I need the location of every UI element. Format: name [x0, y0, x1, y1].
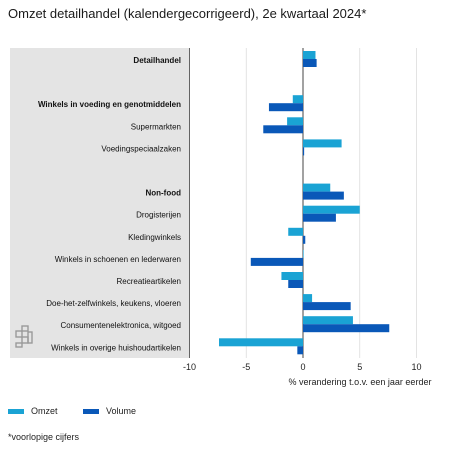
legend-label-volume: Volume: [106, 406, 137, 416]
category-label: Detailhandel: [133, 56, 181, 65]
cbs-logo-icon: [15, 325, 33, 348]
category-label: Doe-het-zelfwinkels, keukens, vloeren: [46, 299, 181, 308]
bar-omzet: [303, 205, 360, 214]
bar-omzet: [303, 139, 342, 148]
bar-omzet: [303, 294, 313, 303]
x-tick-label: 5: [357, 362, 362, 372]
bar-omzet: [288, 227, 303, 236]
category-label: Winkels in voeding en genotmiddelen: [38, 100, 181, 109]
x-tick-label: 0: [300, 362, 305, 372]
category-labels: Detailhandel Winkels in voeding en genotm…: [38, 56, 181, 352]
legend-item-volume: Volume: [83, 406, 136, 416]
category-label: Supermarkten: [131, 122, 181, 131]
x-tick-label: -10: [183, 362, 196, 372]
category-label: Non-food: [145, 189, 181, 198]
bar-volume: [303, 235, 306, 244]
x-axis-label: % verandering t.o.v. een jaar eerder: [289, 377, 432, 387]
footnote: *voorlopige cijfers: [8, 432, 80, 442]
legend-swatch-volume: [83, 408, 99, 414]
label-panel: [10, 48, 190, 358]
category-label: Kledingwinkels: [128, 233, 181, 242]
category-label: Drogisterijen: [136, 211, 181, 220]
category-label: Voedingspeciaalzaken: [101, 144, 181, 153]
chart-title: Omzet detailhandel (kalendergecorrigeerd…: [8, 6, 367, 21]
bar-omzet: [287, 117, 303, 126]
bar-volume: [303, 147, 305, 156]
bar-volume: [268, 103, 303, 112]
bar-omzet: [303, 249, 304, 258]
bar-omzet: [281, 272, 303, 280]
bar-volume: [303, 302, 351, 311]
legend-item-omzet: Omzet: [8, 406, 58, 416]
category-label: Winkels in overige huishoudartikelen: [51, 343, 181, 352]
bar-omzet: [219, 338, 303, 347]
bar-volume: [288, 280, 303, 288]
bar-volume: [297, 346, 303, 355]
bar-volume: [303, 213, 336, 222]
legend-swatch-omzet: [8, 408, 24, 414]
legend-label-omzet: Omzet: [31, 406, 58, 416]
bar-chart: Detailhandel Winkels in voeding en genotm…: [10, 48, 432, 387]
category-label: Recreatieartikelen: [117, 277, 181, 286]
x-tick-label: 10: [411, 362, 421, 372]
bar-volume: [250, 257, 303, 266]
gridlines: [189, 48, 417, 358]
category-label: Consumentenelektronica, witgoed: [60, 321, 181, 330]
bar-omzet: [292, 95, 303, 104]
bar-omzet: [303, 316, 353, 325]
bars: [219, 51, 390, 355]
bar-volume: [303, 59, 317, 67]
bar-volume: [263, 125, 303, 134]
x-tick-label: -5: [242, 362, 250, 372]
bar-omzet: [303, 51, 316, 59]
bar-omzet: [303, 183, 331, 192]
bar-volume: [303, 324, 390, 333]
x-tick-labels: -10 -5 0 5 10: [183, 362, 422, 372]
category-label: Winkels in schoenen en lederwaren: [55, 255, 181, 264]
bar-volume: [303, 191, 344, 200]
